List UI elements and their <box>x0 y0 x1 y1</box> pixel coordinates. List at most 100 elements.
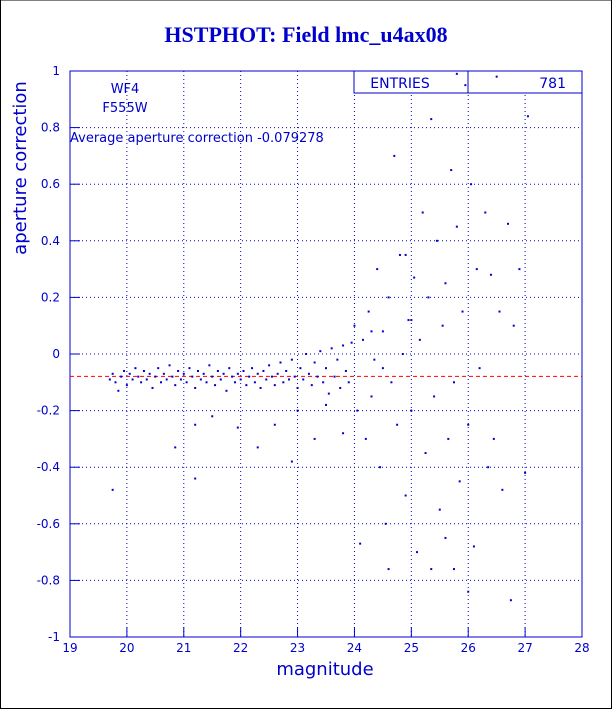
point <box>231 375 234 378</box>
point <box>214 384 217 387</box>
point <box>137 375 140 378</box>
average-value: -0.079278 <box>257 131 324 146</box>
point <box>344 369 347 372</box>
point <box>174 446 177 449</box>
point <box>444 282 447 285</box>
point <box>379 466 382 469</box>
point <box>387 568 390 571</box>
x-tick-label: 23 <box>290 641 305 655</box>
point <box>325 367 327 370</box>
point <box>179 378 182 381</box>
y-tick-label: 0.6 <box>41 177 60 191</box>
point <box>185 381 188 384</box>
point <box>313 437 316 440</box>
point <box>225 389 228 392</box>
point <box>444 536 447 539</box>
stats-value: 781 <box>539 76 566 92</box>
point <box>518 268 521 271</box>
x-tick-label: 24 <box>347 641 362 655</box>
point <box>410 319 413 322</box>
point <box>114 381 117 384</box>
point <box>117 389 120 392</box>
point <box>424 452 427 455</box>
x-tick-label: 21 <box>176 641 191 655</box>
point <box>256 446 259 449</box>
point <box>265 378 268 381</box>
point <box>487 466 490 469</box>
point <box>364 437 367 440</box>
x-tick-label: 25 <box>404 641 419 655</box>
point <box>361 338 364 341</box>
point <box>489 273 492 276</box>
point <box>484 211 487 214</box>
point <box>359 542 362 545</box>
point <box>191 375 194 378</box>
point <box>492 437 495 440</box>
point <box>447 437 450 440</box>
point <box>387 296 390 299</box>
point <box>208 364 211 367</box>
point <box>307 372 310 375</box>
point <box>134 367 137 370</box>
x-tick-label: 20 <box>119 641 134 655</box>
point <box>270 375 273 378</box>
x-tick-label: 28 <box>574 641 589 655</box>
point <box>327 392 330 395</box>
point <box>458 480 461 483</box>
annotation: WF4 <box>111 82 140 97</box>
point <box>111 488 114 491</box>
point <box>279 361 282 364</box>
point <box>370 395 373 398</box>
point <box>259 386 262 389</box>
average-label: Average aperture correction <box>70 131 253 146</box>
point <box>276 372 279 375</box>
point <box>461 310 464 313</box>
point <box>290 358 293 361</box>
point <box>182 372 185 375</box>
point <box>319 350 322 353</box>
x-tick-label: 19 <box>62 641 77 655</box>
point <box>162 372 165 375</box>
point <box>381 330 384 333</box>
point <box>509 599 512 602</box>
stats-label: ENTRIES <box>370 76 430 92</box>
point <box>248 375 251 378</box>
point <box>453 568 455 571</box>
point <box>325 403 327 406</box>
point <box>123 369 126 372</box>
point <box>313 361 316 364</box>
y-tick-label: 1 <box>52 64 60 78</box>
point <box>330 347 333 350</box>
point <box>404 494 407 497</box>
point <box>393 154 396 157</box>
point <box>151 386 154 389</box>
point <box>256 372 259 375</box>
point <box>211 415 214 418</box>
point <box>202 372 205 375</box>
point <box>342 432 345 435</box>
point <box>367 310 370 313</box>
point <box>501 488 504 491</box>
point <box>310 384 313 387</box>
point <box>216 369 219 372</box>
point <box>421 211 424 214</box>
point <box>285 369 288 372</box>
point <box>233 381 236 384</box>
point <box>140 381 143 384</box>
point <box>342 344 345 347</box>
point <box>433 395 436 398</box>
point <box>478 367 481 370</box>
average-annotation: Average aperture correction -0.079278 <box>70 131 324 146</box>
point <box>455 225 458 228</box>
point <box>413 276 416 279</box>
point <box>441 324 444 327</box>
point <box>416 551 419 554</box>
point <box>296 409 299 412</box>
point <box>450 169 453 172</box>
point <box>128 372 131 375</box>
point <box>177 369 180 372</box>
point <box>407 319 410 322</box>
point <box>370 330 373 333</box>
